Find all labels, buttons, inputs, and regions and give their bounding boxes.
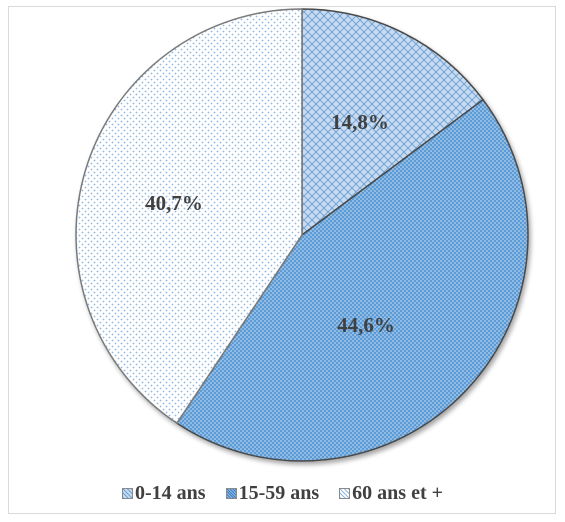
legend-label-3: 60 ans et +	[352, 481, 443, 504]
legend-item-2: 15-59 ans	[225, 481, 320, 505]
legend: 0-14 ans 15-59 ans 60 ans et +	[0, 478, 565, 508]
pie-slice-2	[176, 98, 529, 462]
legend-swatch-3	[339, 487, 351, 499]
legend-label-2: 15-59 ans	[238, 481, 320, 504]
legend-label-1: 0-14 ans	[135, 481, 206, 504]
pie-data-label-2: 44,6%	[337, 313, 395, 337]
legend-swatch-1	[122, 487, 133, 499]
legend-item-3: 60 ans et +	[339, 482, 443, 505]
pie-slice-1	[301, 8, 484, 236]
pie-data-label-3: 40,7%	[145, 191, 203, 215]
legend-item-1: 0-14 ans	[122, 482, 206, 505]
pie-slice-3	[75, 8, 303, 424]
pie-slices	[75, 8, 529, 462]
legend-swatch-2	[225, 487, 237, 499]
pie-data-labels: 14,8% 44,6% 40,7%	[145, 110, 395, 337]
pie-data-label-1: 14,8%	[331, 110, 389, 134]
